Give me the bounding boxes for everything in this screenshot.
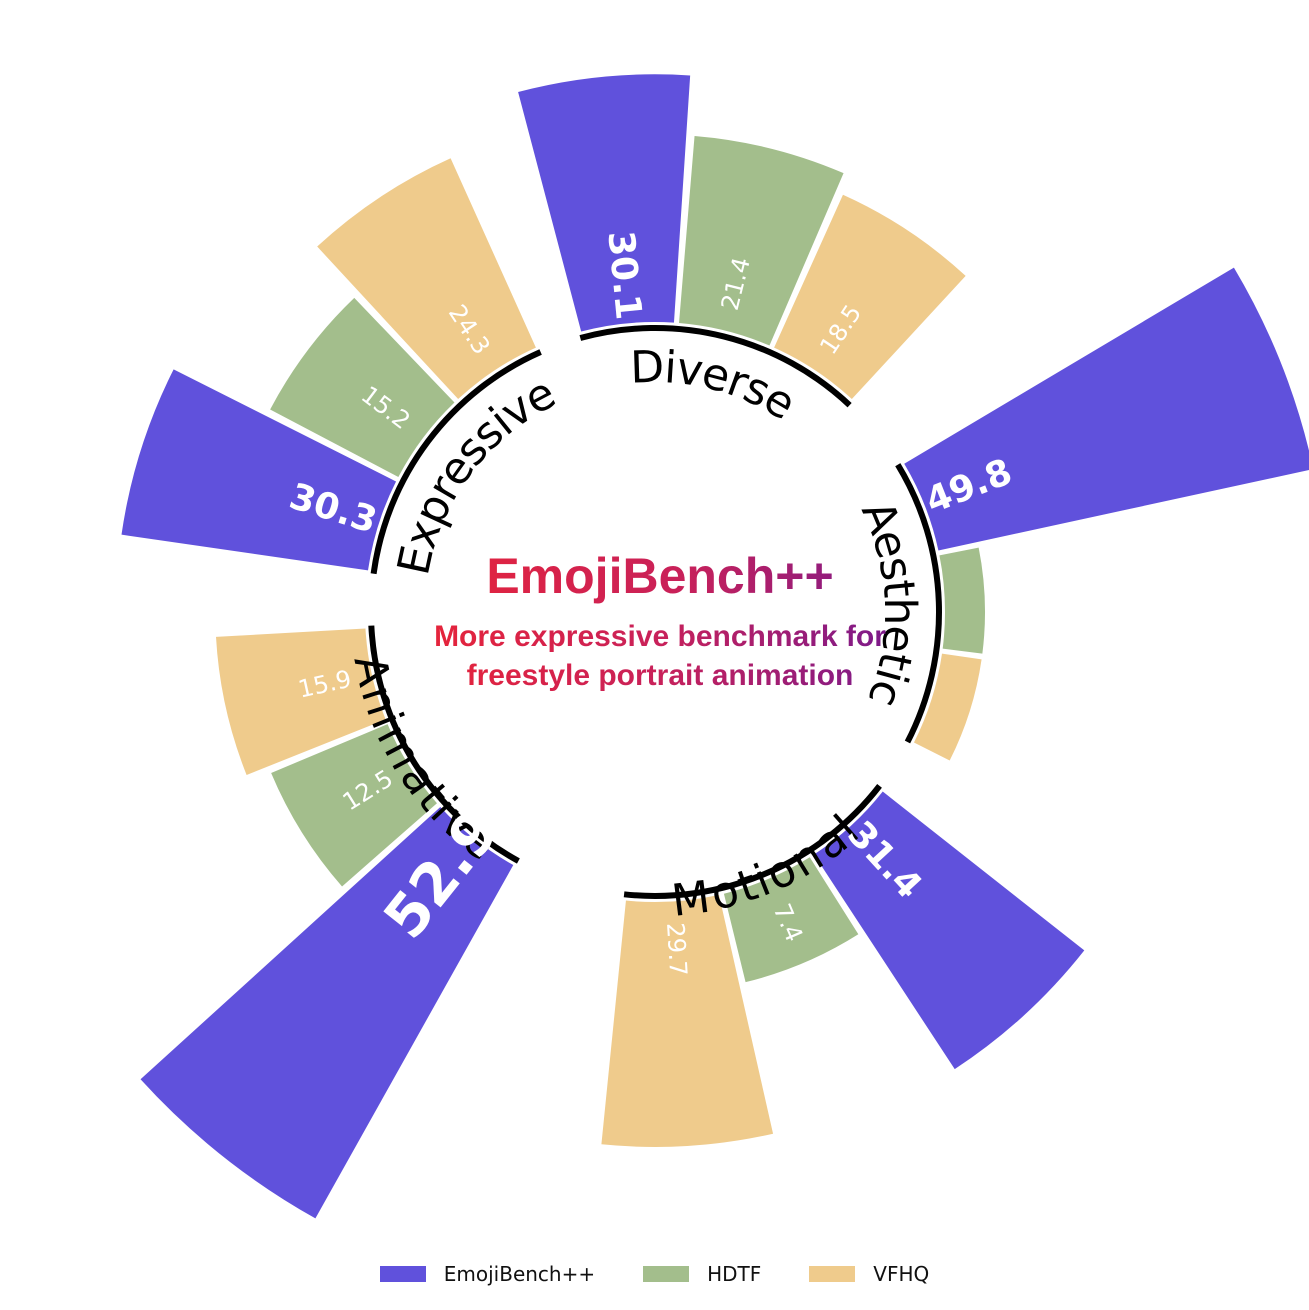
- bar-aesthetic-hdtf: [939, 547, 985, 654]
- category-arc-expressive: [370, 349, 542, 575]
- chart-subtitle: More expressive benchmark for freestyle …: [425, 617, 895, 695]
- bar-aesthetic-emojibench: [904, 267, 1309, 551]
- category-arc-aesthetic: [895, 463, 942, 744]
- bar-diverse-vfhq: [774, 194, 966, 400]
- value-label-motional-vfhq: 29.7: [661, 922, 692, 977]
- legend-label-vfhq: VFHQ: [873, 1262, 930, 1286]
- legend: EmojiBench++ HDTF VFHQ: [0, 1262, 1309, 1286]
- legend-item-vfhq: VFHQ: [809, 1262, 929, 1286]
- bar-motional-emojibench: [814, 791, 1085, 1070]
- category-arc-diverse: [579, 325, 852, 408]
- legend-label-emojibench: EmojiBench++: [443, 1262, 596, 1286]
- chart-title: EmojiBench++: [420, 545, 900, 607]
- bar-motional-vfhq: [601, 894, 774, 1147]
- bar-animative-emojibench: [140, 806, 514, 1219]
- legend-swatch-hdtf: [643, 1266, 690, 1282]
- category-arc-motional: [623, 784, 882, 899]
- bars-layer: [121, 74, 1309, 1219]
- bar-aesthetic-vfhq: [913, 653, 982, 761]
- bar-animative-hdtf: [271, 724, 437, 887]
- category-arc-animative: [368, 625, 520, 864]
- bar-diverse-emojibench: [518, 74, 691, 332]
- value-label-diverse-emojibench: 30.1: [599, 229, 648, 321]
- bar-expressive-vfhq: [317, 158, 536, 400]
- legend-swatch-emojibench: [379, 1266, 426, 1282]
- bar-expressive-emojibench: [121, 369, 397, 571]
- legend-swatch-vfhq: [809, 1266, 856, 1282]
- center-title: EmojiBench++ More expressive benchmark f…: [420, 545, 900, 695]
- legend-label-hdtf: HDTF: [707, 1262, 762, 1286]
- bar-motional-hdtf: [723, 857, 859, 983]
- value-label-aesthetic-hdtf: 0: [985, 585, 1001, 614]
- bar-animative-vfhq: [215, 628, 386, 775]
- bar-expressive-hdtf: [270, 297, 455, 477]
- legend-item-hdtf: HDTF: [643, 1262, 761, 1286]
- legend-item-emojibench: EmojiBench++: [379, 1262, 596, 1286]
- bar-diverse-hdtf: [679, 135, 844, 346]
